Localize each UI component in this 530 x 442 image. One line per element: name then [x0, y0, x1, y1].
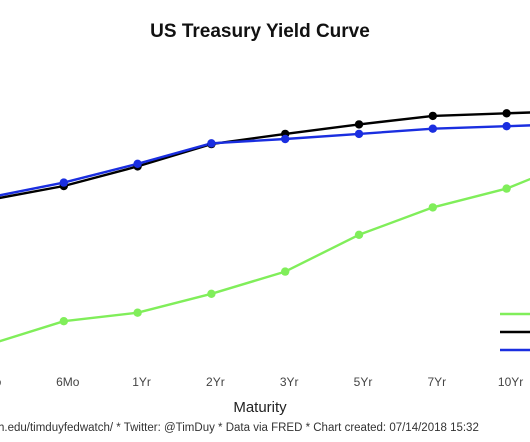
series-1-point-10yr [502, 109, 511, 118]
x-tick-label-10yr: 10Yr [498, 375, 523, 389]
legend [500, 312, 530, 352]
series-1-point-7yr [428, 111, 437, 121]
series-0-line [0, 177, 530, 343]
series-2-point-5yr [354, 129, 364, 139]
series-0-point-10yr [502, 184, 511, 193]
series-lines [0, 111, 530, 343]
x-tick-label-2yr: 2Yr [206, 375, 225, 389]
series-2-point-3yr [281, 134, 290, 144]
series-2-point-2yr [207, 139, 216, 148]
series-0-point-2yr [207, 289, 216, 298]
x-tick-label-o: o [0, 375, 2, 389]
series-2-line [0, 124, 530, 197]
series-2-point-7yr [428, 124, 437, 133]
series-0-point-3yr [281, 267, 290, 276]
series-2-point-6mo [59, 178, 68, 187]
x-axis-ticks: o 6Mo 1Yr 2Yr 3Yr 5Yr 7Yr 10Yr [0, 375, 523, 389]
x-tick-label-3yr: 3Yr [280, 375, 299, 389]
x-tick-label-1yr: 1Yr [132, 375, 151, 389]
series-0-point-5yr [354, 230, 364, 239]
x-tick-label-6mo: 6Mo [56, 375, 80, 389]
series-0-point-1yr [133, 308, 142, 317]
series-2-point-10yr [502, 122, 511, 131]
series-0-point-7yr [428, 203, 437, 212]
series-1-line [0, 111, 530, 200]
chart-title: US Treasury Yield Curve [150, 21, 370, 42]
series-2-point-1yr [133, 159, 142, 168]
series-1-point-5yr [354, 120, 364, 129]
series-0-point-6mo [59, 317, 68, 326]
series-points [59, 109, 511, 326]
chart-caption: h.edu/timduyfedwatch/ * Twitter: @TimDuy… [0, 422, 479, 434]
x-axis-title: Maturity [233, 399, 287, 416]
x-tick-label-7yr: 7Yr [427, 375, 446, 389]
x-tick-label-5yr: 5Yr [354, 375, 373, 389]
